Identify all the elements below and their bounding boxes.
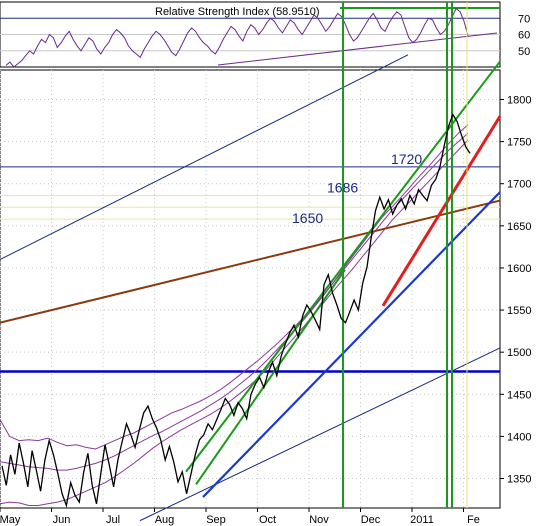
indicator-tick-label: 50 xyxy=(518,46,530,58)
middle-bollinger-band xyxy=(0,132,469,471)
price-tick-label: 1800 xyxy=(507,94,531,106)
green-channel-left xyxy=(195,269,346,485)
price-tick-label: 1350 xyxy=(507,474,531,486)
price-tick-label: 1400 xyxy=(507,431,531,443)
price-frame xyxy=(0,69,501,509)
x-tick-label: Jul xyxy=(106,514,120,526)
price-tick-label: 1500 xyxy=(507,347,531,359)
price-tick-label: 1650 xyxy=(507,221,531,233)
red-trendline xyxy=(381,115,502,307)
indicator-tick-label: 60 xyxy=(518,30,530,42)
price-tick-label: 1600 xyxy=(507,263,531,275)
rsi-line xyxy=(5,7,469,68)
level-annotation: 1720 xyxy=(391,151,422,167)
price-tick-label: 1750 xyxy=(507,137,531,149)
price-line xyxy=(1,113,471,508)
x-tick-label: Nov xyxy=(309,514,329,526)
lower-bollinger-band xyxy=(0,139,469,506)
navy-channel-lower xyxy=(139,347,501,522)
x-tick-label: Aug xyxy=(155,514,175,526)
price-tick-label: 1700 xyxy=(507,179,531,191)
level-annotation: 1686 xyxy=(327,180,358,196)
x-tick-label: May xyxy=(0,514,21,526)
x-tick-label: Fe xyxy=(467,514,480,526)
x-tick-label: Oct xyxy=(259,514,276,526)
x-tick-label: Dec xyxy=(361,514,381,526)
x-tick-label: Jun xyxy=(53,514,71,526)
brown-trendline xyxy=(0,199,501,324)
x-tick-label: Sep xyxy=(206,514,226,526)
indicator-panel: Relative Strength Index (58.9510) 70 60 50 xyxy=(0,1,530,68)
upper-bollinger-band xyxy=(0,124,469,450)
price-tick-label: 1450 xyxy=(507,389,531,401)
price-tick-label: 1550 xyxy=(507,305,531,317)
indicator-title: Relative Strength Index (58.9510) xyxy=(155,6,320,18)
navy-channel-upper xyxy=(0,54,409,260)
indicator-tick-label: 70 xyxy=(518,13,530,25)
rsi-trendline xyxy=(217,32,498,66)
level-annotation: 1650 xyxy=(292,210,323,226)
price-panel: 1800 1750 1700 1650 1600 1550 1500 1450 1400 1350… xyxy=(0,2,531,526)
x-tick-label: 2011 xyxy=(410,514,434,526)
blue-trendline xyxy=(202,191,501,498)
